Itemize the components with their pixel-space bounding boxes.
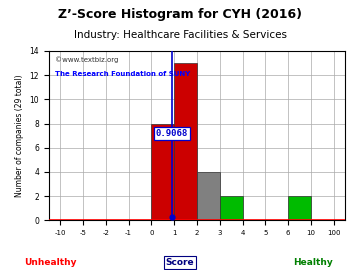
Text: Score: Score xyxy=(166,258,194,267)
Text: ©www.textbiz.org: ©www.textbiz.org xyxy=(55,56,118,63)
Bar xyxy=(197,172,220,220)
Text: 0.9068: 0.9068 xyxy=(156,129,188,138)
Text: Industry: Healthcare Facilities & Services: Industry: Healthcare Facilities & Servic… xyxy=(73,30,287,40)
Text: Z’-Score Histogram for CYH (2016): Z’-Score Histogram for CYH (2016) xyxy=(58,8,302,21)
Text: The Research Foundation of SUNY: The Research Foundation of SUNY xyxy=(55,71,190,77)
Bar xyxy=(288,196,311,220)
Text: Unhealthy: Unhealthy xyxy=(24,258,77,267)
Text: Healthy: Healthy xyxy=(293,258,333,267)
Y-axis label: Number of companies (29 total): Number of companies (29 total) xyxy=(15,74,24,197)
Bar xyxy=(174,63,197,220)
Bar xyxy=(152,124,174,220)
Bar xyxy=(220,196,243,220)
